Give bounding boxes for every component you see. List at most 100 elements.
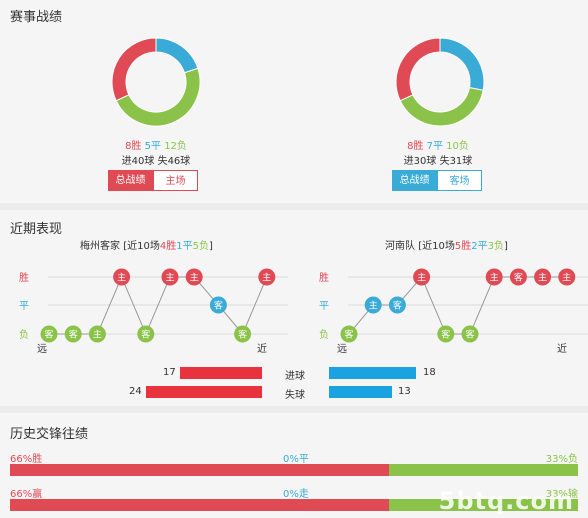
h2h-win-text: 66%胜 [10,454,43,465]
right-team-name: 河南队 [385,241,415,252]
right-goals-value: 18 [423,367,436,378]
left-match-1 [40,325,58,343]
right-near-label: 近 [557,342,567,355]
right-form-header: 河南队 [近10场5胜2平3负] [385,241,508,252]
left-near-label: 近 [257,342,267,355]
right-match-7-venue: 主 [490,272,499,284]
head-to-head-panel: 历史交锋往绩 66%胜 0%平 33%负 66%赢 0%走 33%输 5btq.… [0,413,588,518]
h2h-draw-text: 0%平 [283,454,309,465]
left-match-2 [64,325,82,343]
left-goals-value: 17 [163,367,176,378]
left-row-label-loss: 负 [19,328,29,341]
left-tab-overall[interactable]: 总战绩 [108,170,153,191]
watermark: 5btq.com [438,487,574,515]
right-match-5 [437,325,455,343]
right-donut-slice-win [395,37,441,102]
h2h-result-loss-segment [388,464,578,476]
left-donut-chart [111,37,201,127]
left-match-4 [113,268,131,286]
right-match-4 [413,268,431,286]
right-row-label-win: 胜 [319,272,329,284]
right-match-2-venue: 主 [369,300,378,312]
left-match-5 [137,325,155,343]
left-donut-slice-win [111,37,157,102]
section-title-h2h: 历史交锋往绩 [10,427,89,442]
right-match-9 [534,268,552,286]
record-panel: 赛事战绩 8胜 5平 12负 进40球 失46球 总战绩 主场 8胜 7平 10… [0,0,588,203]
left-goals-summary: 进40球 失46球 [121,156,191,167]
left-match-9-venue: 客 [238,329,247,341]
left-team-name: 梅州客家 [80,241,120,252]
left-wins: 8胜 [125,141,142,152]
left-match-10-venue: 主 [262,272,271,284]
right-tab-overall[interactable]: 总战绩 [392,170,437,191]
right-far-label: 远 [337,343,347,355]
left-match-8 [209,296,227,314]
left-form-line [49,275,268,336]
right-goals-summary: 进30球 失31球 [403,156,473,167]
left-conceded-bar [145,386,262,398]
h2h-handicap-bar [10,499,578,511]
conceded-label: 失球 [285,390,305,401]
recent-form-panel: 近期表现 梅州客家 [近10场4胜1平5负] 河南队 [近10场5胜2平3负] … [0,210,588,406]
right-match-7 [485,268,503,286]
h2h-handicap-push-text: 0%走 [283,489,309,500]
right-match-3-venue: 客 [393,300,402,312]
left-record-summary: 8胜 5平 12负 [106,137,206,152]
right-conceded-value: 13 [398,386,411,397]
section-title-recent: 近期表现 [10,222,63,237]
right-match-10 [558,268,576,286]
left-row-label-win: 胜 [19,272,29,284]
left-row-label-draw: 平 [19,301,29,312]
left-match-4-venue: 主 [117,272,126,284]
goals-label: 进球 [285,371,305,382]
left-conceded-value: 24 [129,386,142,397]
right-conceded-bar [329,386,393,398]
right-match-5-venue: 客 [441,329,450,341]
right-draws: 7平 [426,141,443,152]
left-form-header: 梅州客家 [近10场4胜1平5负] [80,241,213,252]
right-donut-chart [395,37,485,127]
left-match-7 [185,268,203,286]
right-match-6 [461,325,479,343]
right-match-6-venue: 客 [465,329,474,341]
right-goals-bar [329,367,417,379]
left-goals-bar [179,367,262,379]
right-row-label-loss: 负 [319,328,329,341]
right-wins: 8胜 [407,141,424,152]
h2h-handicap-win-segment [10,499,389,511]
right-form-chart: 胜平负 客主 客主客 客主客主主远近 [319,268,588,355]
right-match-2 [364,296,382,314]
left-form-chart: 胜平负客客主主客主 主客客主远近 [19,268,288,355]
h2h-handicap-loss-text: 33%输 [545,489,578,500]
left-match-8-venue: 客 [214,300,223,312]
left-tab-home[interactable]: 主场 [153,170,198,191]
right-record-summary: 8胜 7平 10负 [388,137,488,152]
right-match-8 [509,268,527,286]
right-tab-away[interactable]: 客场 [437,170,482,191]
h2h-loss-text: 33%负 [545,454,578,465]
left-match-1-venue: 客 [44,329,53,341]
left-match-6-venue: 主 [165,272,174,284]
h2h-result-win-segment [10,464,389,476]
left-far-label: 远 [37,343,47,355]
right-form-line [348,276,567,335]
left-match-7-venue: 主 [190,272,199,284]
left-donut-slice-draw [155,37,199,74]
left-losses: 12负 [164,141,187,152]
right-match-1 [340,325,358,343]
right-match-8-venue: 客 [514,272,523,284]
left-match-3 [88,325,106,343]
right-row-label-draw: 平 [319,301,329,312]
right-match-1-venue: 客 [344,329,353,341]
right-match-9-venue: 主 [538,272,547,284]
left-match-10 [258,268,276,286]
right-losses: 10负 [446,141,469,152]
left-donut-slice-loss [115,67,201,127]
right-match-10-venue: 主 [562,272,571,284]
section-title-record: 赛事战绩 [10,10,63,25]
right-match-4-venue: 主 [417,272,426,284]
left-match-3-venue: 主 [93,329,102,341]
left-match-5-venue: 客 [141,329,150,341]
left-match-9 [234,325,252,343]
